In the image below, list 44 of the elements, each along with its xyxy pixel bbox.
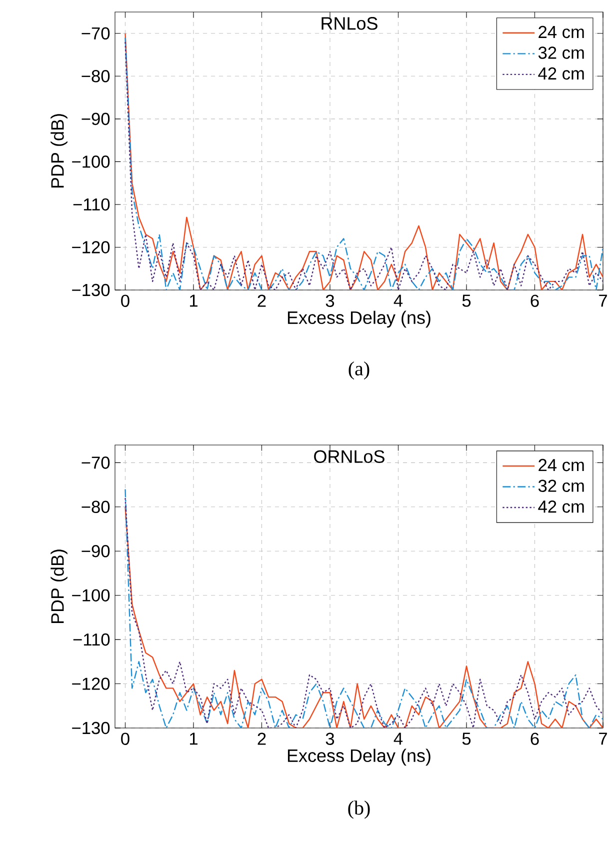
x-tick-label: 4 <box>394 294 402 307</box>
x-tick-label: 3 <box>326 732 334 745</box>
y-tick-label: −120 <box>72 678 110 690</box>
x-tick-label: 4 <box>394 732 402 745</box>
x-tick-label: 0 <box>120 294 130 307</box>
x-tick-label: 7 <box>598 732 607 745</box>
x-axis-title: Excess Delay (ns) <box>288 310 430 328</box>
x-tick-label: 1 <box>190 732 198 745</box>
legend-label: 24 cm <box>538 26 584 38</box>
y-axis-title: PDP (dB) <box>50 550 68 624</box>
chart-title: RNLoS <box>322 17 378 30</box>
y-tick-label: −70 <box>82 27 110 40</box>
x-tick-label: 3 <box>326 294 334 307</box>
x-tick-label: 5 <box>462 294 470 307</box>
y-tick-label: −110 <box>73 633 110 646</box>
legend-label: 32 cm <box>538 480 584 492</box>
legend-label: 24 cm <box>538 458 584 472</box>
y-tick-label: −100 <box>72 589 110 602</box>
text: (a) <box>348 361 370 380</box>
legend-label: 32 cm <box>538 46 584 59</box>
y-tick-label: −80 <box>82 500 110 514</box>
chart-title: ORNLoS <box>314 450 384 463</box>
x-tick-label: 2 <box>258 294 266 307</box>
x-tick-label: 0 <box>120 732 130 745</box>
y-tick-label: −90 <box>82 112 110 126</box>
legend-label: 42 cm <box>538 500 584 513</box>
text: (b) <box>348 800 370 819</box>
y-tick-label: −120 <box>72 241 110 254</box>
y-tick-label: −130 <box>72 284 110 296</box>
x-tick-label: 6 <box>530 732 539 745</box>
x-tick-label: 7 <box>598 294 607 307</box>
x-tick-label: 5 <box>462 732 470 745</box>
y-tick-label: −90 <box>82 544 110 558</box>
y-tick-label: −130 <box>72 722 110 734</box>
x-tick-label: 1 <box>190 294 198 307</box>
y-tick-label: −80 <box>82 70 110 82</box>
y-tick-label: −100 <box>72 156 110 168</box>
y-tick-label: −110 <box>73 198 110 211</box>
x-tick-label: 2 <box>258 732 266 745</box>
legend-label: 42 cm <box>538 67 584 80</box>
y-axis-title: PDP (dB) <box>50 114 68 188</box>
x-axis-title: Excess Delay (ns) <box>288 748 430 766</box>
x-tick-label: 6 <box>530 294 539 307</box>
y-tick-label: −70 <box>82 456 110 469</box>
